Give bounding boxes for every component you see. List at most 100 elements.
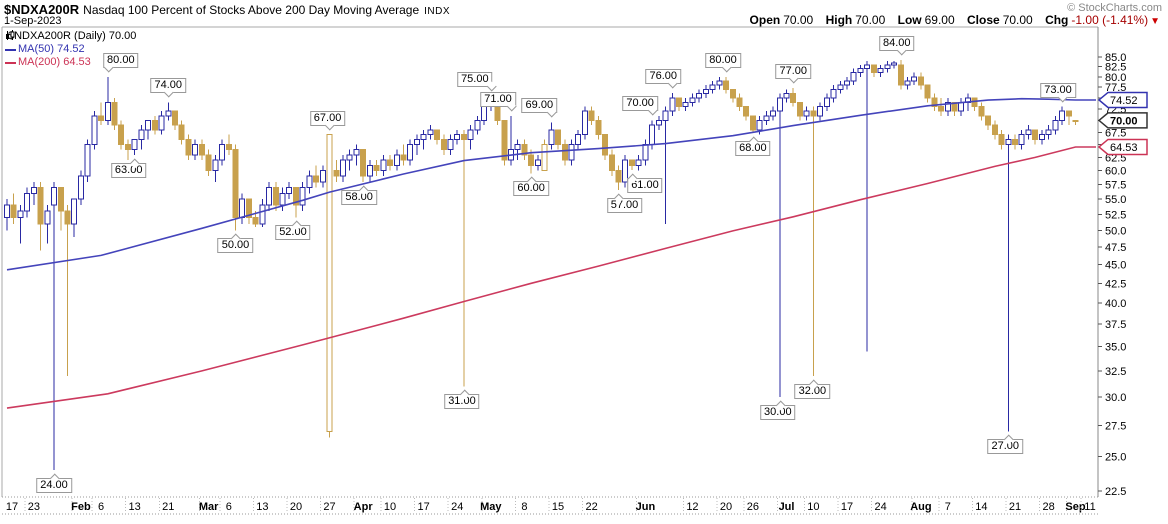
symbol-label: $NDXA200R xyxy=(4,2,80,17)
candle-body xyxy=(427,129,434,136)
x-tick-label: 8 xyxy=(521,501,527,513)
candle-body xyxy=(178,124,185,141)
candle-body xyxy=(844,80,850,86)
candle-body xyxy=(998,134,1005,146)
candle-body xyxy=(104,101,111,121)
candle-body xyxy=(44,210,51,225)
candle-body xyxy=(84,144,91,177)
candle-body xyxy=(91,115,98,146)
candle-body xyxy=(776,97,783,112)
x-tick-label: 20 xyxy=(720,501,732,513)
candle-body xyxy=(494,101,501,121)
candle-body xyxy=(252,216,259,225)
ohlc-quote-row: Open 70.00 High 70.00 Low 69.00 Close 70.00 … xyxy=(741,13,1160,27)
y-tick-label: 32.5 xyxy=(1105,366,1126,378)
candle-body xyxy=(158,115,165,131)
open-label: Open xyxy=(749,13,781,27)
candle-body xyxy=(528,154,535,166)
legend-ma200-row: MA(200) 64.53 xyxy=(5,56,136,69)
candle-body xyxy=(1025,129,1032,136)
candle-body xyxy=(642,144,649,161)
chg-down-triangle-icon: ▼ xyxy=(1150,16,1160,27)
y-tick-label: 27.5 xyxy=(1105,420,1126,432)
candle-body xyxy=(823,97,830,108)
x-tick-label: Jun xyxy=(636,501,656,513)
candle-body xyxy=(729,88,736,99)
price-tag xyxy=(1097,91,1148,109)
candle-body xyxy=(272,186,279,206)
x-tick-label: Aug xyxy=(910,501,931,513)
x-tick-label: 13 xyxy=(256,501,268,513)
close-value: 70.00 xyxy=(1002,13,1033,27)
candle-body xyxy=(635,159,642,166)
candle-body xyxy=(931,97,938,108)
candle-body xyxy=(24,192,31,212)
candle-body xyxy=(165,110,172,117)
candle-body xyxy=(393,154,400,166)
candle-body xyxy=(487,101,494,108)
candle-body xyxy=(259,204,266,225)
candle-body xyxy=(205,154,212,172)
candle-body xyxy=(1038,134,1045,141)
candle-body xyxy=(1032,129,1039,141)
candle-body xyxy=(709,84,716,90)
candle-body xyxy=(340,159,346,177)
low-label: Low xyxy=(897,13,922,27)
candle-body xyxy=(985,115,992,126)
candle-body xyxy=(299,186,306,206)
x-tick-label: 21 xyxy=(1009,501,1021,513)
candle-body xyxy=(1072,119,1079,122)
candle-body xyxy=(924,84,931,99)
exchange-label: INDX xyxy=(424,6,451,17)
y-tick-label: 77.5 xyxy=(1105,82,1126,94)
candle-body xyxy=(978,106,985,117)
y-tick-label: 50.0 xyxy=(1105,225,1126,237)
legend-ma200-label: MA(200) 64.53 xyxy=(18,56,91,68)
candle-body xyxy=(212,159,219,172)
price-tag xyxy=(1097,138,1148,156)
stockcharts-watermark-link[interactable]: © StockCharts.com xyxy=(1067,2,1162,14)
candle-body xyxy=(124,144,131,151)
candle-body xyxy=(286,186,293,194)
y-tick-label: 35.0 xyxy=(1105,342,1126,354)
candle-body xyxy=(77,175,84,200)
candle-body xyxy=(37,186,44,225)
candle-body xyxy=(353,149,360,156)
candle-body xyxy=(245,198,252,218)
legend-series-label: $NDXA200R (Daily) 70.00 xyxy=(8,30,137,42)
candle-body xyxy=(702,88,709,95)
x-tick-label: 6 xyxy=(226,501,232,513)
candle-body xyxy=(561,144,568,161)
candle-body xyxy=(763,115,770,121)
x-tick-label: 21 xyxy=(162,501,174,513)
y-tick-label: 22.5 xyxy=(1105,486,1126,498)
candle-body xyxy=(1059,110,1066,121)
candle-body xyxy=(292,186,299,206)
y-tick-label: 60.0 xyxy=(1105,166,1126,178)
x-tick-label: 11 xyxy=(1084,501,1095,513)
x-tick-label: Feb xyxy=(71,501,91,513)
candle-body xyxy=(676,97,682,108)
price-tag-value: 64.53 xyxy=(1110,142,1138,154)
candle-body xyxy=(796,101,803,117)
candle-body xyxy=(810,110,817,117)
candle-body xyxy=(313,175,320,183)
candle-body xyxy=(192,144,199,156)
candle-body xyxy=(501,119,508,161)
candle-body xyxy=(185,139,192,156)
candle-body xyxy=(198,144,205,156)
candle-body xyxy=(689,97,696,103)
y-tick-label: 82.5 xyxy=(1105,62,1126,74)
candle-body xyxy=(219,144,226,161)
candle-body xyxy=(1052,119,1059,131)
candle-body xyxy=(830,88,837,99)
x-tick-label: 13 xyxy=(129,501,141,513)
candle-body xyxy=(145,119,152,131)
candle-body xyxy=(716,80,723,86)
x-tick-label: 17 xyxy=(418,501,430,513)
candle-body xyxy=(306,175,313,188)
candle-body xyxy=(608,154,615,172)
candle-body xyxy=(118,124,125,146)
y-tick-label: 40.0 xyxy=(1105,298,1126,310)
